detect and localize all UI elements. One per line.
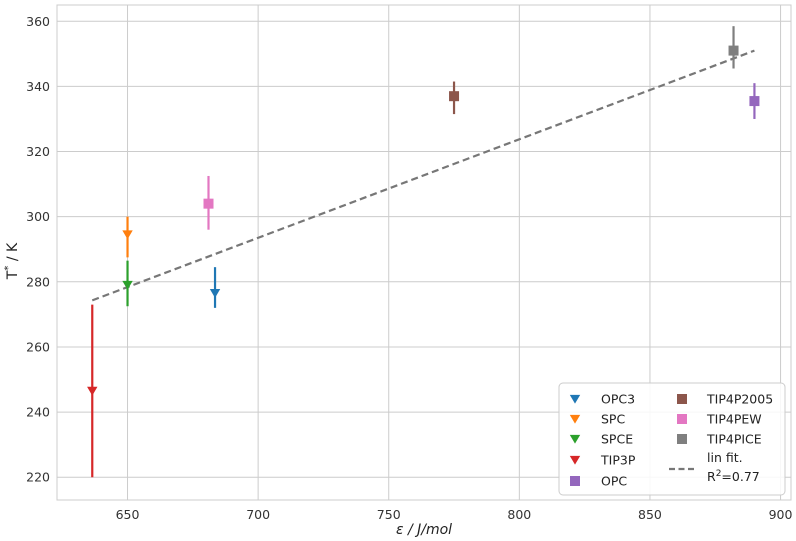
legend-item-tip4pew: TIP4PEW	[677, 412, 762, 427]
y-tick-label: 260	[26, 339, 50, 354]
data-point	[122, 230, 133, 240]
x-tick-label: 750	[377, 507, 401, 522]
y-tick-label: 220	[26, 470, 50, 485]
legend-marker	[677, 434, 687, 444]
legend-item-opc: OPC	[570, 474, 627, 489]
legend-label: TIP4P2005	[706, 392, 773, 407]
legend-fit-value: =0.77	[721, 469, 759, 484]
legend: OPC3 SPC SPCE TIP3P OPC TIP4P2005 TIP4PEW TIP4P…	[558, 382, 786, 496]
x-tick-labels: 650 700 750 800 850 900	[116, 507, 793, 522]
x-axis-label-text: ε / J/mol	[396, 522, 452, 538]
x-tick-label: 900	[769, 507, 793, 522]
series-tip4p2005	[449, 81, 460, 115]
y-axis-label: T* / K	[3, 242, 21, 280]
legend-item-tip4p2005: TIP4P2005	[677, 392, 773, 407]
series-opc3	[209, 267, 221, 308]
legend-marker	[570, 476, 580, 486]
y-tick-label: 280	[26, 274, 50, 289]
legend-label: TIP4PICE	[706, 432, 762, 447]
legend-marker	[677, 394, 687, 404]
x-tick-label: 850	[638, 507, 662, 522]
legend-item-tip4pice: TIP4PICE	[677, 432, 762, 447]
data-point	[87, 386, 98, 396]
series-spc	[122, 216, 133, 258]
legend-marker	[569, 434, 581, 444]
legend-label: TIP4PEW	[706, 412, 762, 427]
series-opc	[749, 83, 760, 119]
y-axis-label-sup: *	[3, 266, 14, 271]
legend-item-tip3p: TIP3P	[569, 453, 636, 468]
series-spce	[122, 260, 133, 307]
data-points	[87, 26, 760, 478]
legend-label: SPCE	[601, 432, 633, 447]
y-axis-label-rest: / K	[5, 242, 21, 266]
legend-box	[558, 382, 786, 496]
plot-frame	[56, 4, 792, 501]
series-tip3p	[87, 304, 98, 478]
data-point	[749, 96, 760, 107]
x-tick-label: 800	[507, 507, 531, 522]
y-tick-labels: 220 240 260 280 300 320 340 360	[26, 14, 50, 485]
data-point	[122, 280, 133, 290]
x-tick-label: 650	[116, 507, 140, 522]
y-tick-label: 320	[26, 144, 50, 159]
legend-marker	[569, 455, 581, 465]
legend-label: TIP3P	[600, 453, 636, 468]
legend-fit-label-line1: lin fit.	[707, 450, 743, 465]
legend-label: SPC	[601, 412, 625, 427]
legend-marker	[569, 414, 581, 424]
y-tick-label: 360	[26, 14, 50, 29]
series-tip4pice	[728, 26, 739, 69]
fit-line-group	[91, 49, 755, 302]
legend-items: OPC3 SPC SPCE TIP3P OPC TIP4P2005 TIP4PEW TIP4P…	[569, 392, 773, 489]
legend-item-spce: SPCE	[569, 432, 633, 447]
fit-line	[91, 49, 755, 302]
legend-fit-r: R	[707, 469, 716, 484]
y-tick-label: 340	[26, 79, 50, 94]
series-tip4pew	[203, 175, 214, 230]
legend-marker	[569, 394, 581, 404]
x-axis-label: ε / J/mol	[396, 522, 452, 538]
legend-fit-label-line2: R2=0.77	[707, 469, 760, 484]
legend-item-opc3: OPC3	[569, 392, 635, 407]
data-point	[449, 91, 460, 102]
legend-marker	[677, 414, 687, 424]
legend-fit-sup: 2	[716, 469, 722, 479]
y-tick-label: 240	[26, 405, 50, 420]
y-axis-label-main: T	[5, 270, 21, 280]
legend-label: OPC	[601, 474, 627, 489]
data-point	[728, 45, 739, 56]
y-tick-label: 300	[26, 209, 50, 224]
legend-item-spc: SPC	[569, 412, 625, 427]
legend-label: OPC3	[601, 392, 635, 407]
data-point	[203, 198, 214, 209]
data-point	[209, 289, 221, 298]
x-tick-label: 700	[246, 507, 270, 522]
